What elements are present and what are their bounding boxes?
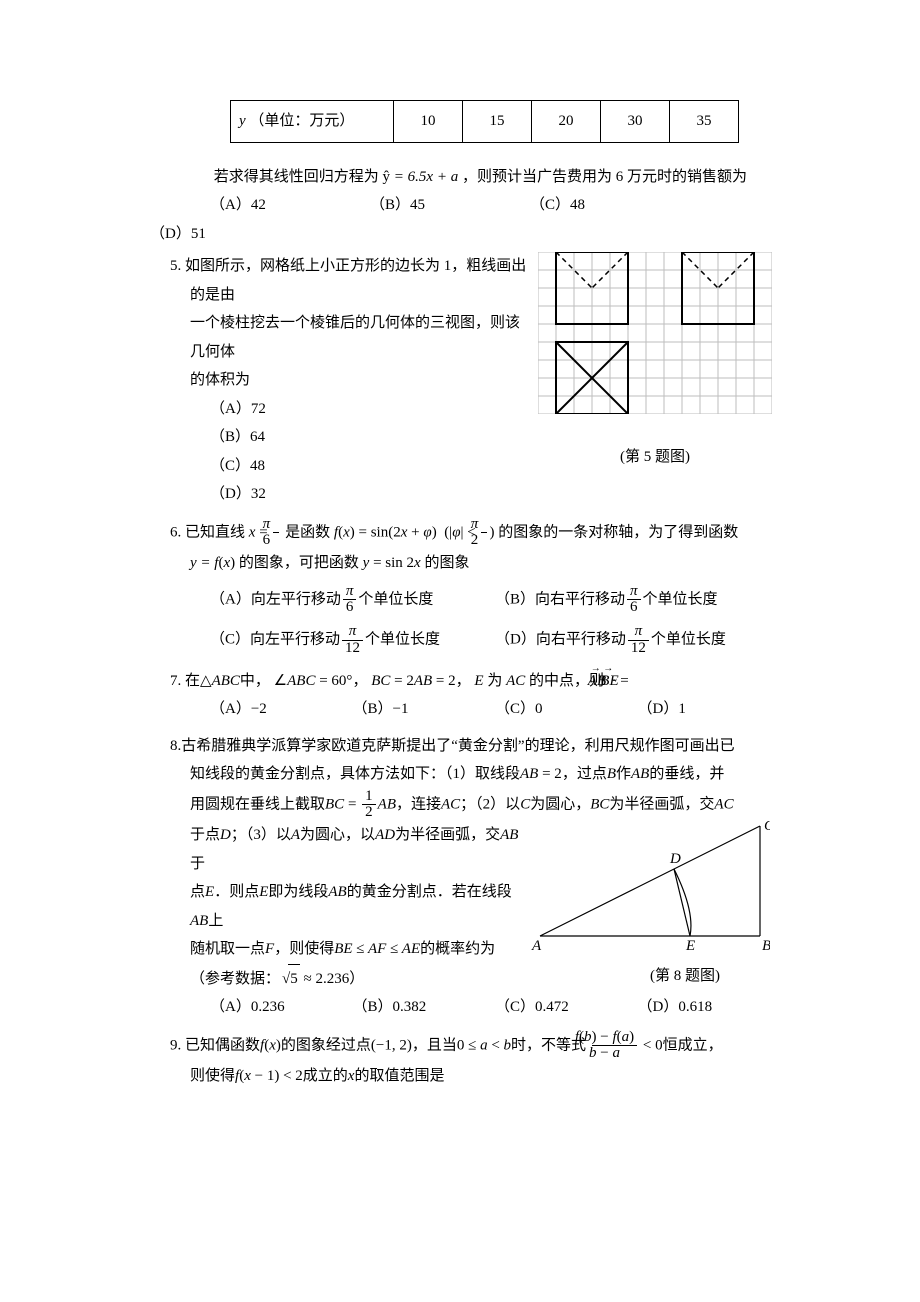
svg-text:D: D (669, 851, 681, 867)
q7-stem: 7. 在△ABC中， ∠ABC = 60°， BC = 2AB = 2， E 为… (140, 667, 780, 696)
q8-p2: 知线段的黄金分割点，具体方法如下：（1）取线段AB = 2，过点B作AB的垂线，… (140, 760, 780, 789)
svg-text:B: B (762, 938, 770, 951)
q6-stem: 6. 已知直线 x = π6 是函数 f(x) = sin(2x + φ) (|… (140, 517, 780, 550)
q8-p3: 用圆规在垂线上截取BC = 12AB，连接AC；（2）以C为圆心，BC为半径画弧… (140, 789, 780, 822)
q5-figure (538, 252, 772, 414)
svg-text:A: A (531, 938, 542, 951)
data-table: y （单位：万元）1015203035 (230, 100, 739, 143)
q8-p1: 8.古希腊雅典学派算学家欧道克萨斯提出了“黄金分割”的理论，利用尺规作图可画出已 (140, 732, 780, 761)
q8-options: （A）0.236 （B）0.382 （C）0.472 （D）0.618 (140, 993, 780, 1022)
svg-text:E: E (685, 938, 695, 951)
q8-p6: 随机取一点F，则使得BE ≤ AF ≤ AE的概率约为 (140, 935, 530, 964)
q4-intro: 若求得其线性回归方程为 ŷ = 6.5x + a ，则预计当广告费用为 6 万元… (140, 163, 780, 192)
q8-figure: A B C D E (530, 821, 770, 951)
q8-ref: （参考数据：√5 ≈ 2.236） (140, 964, 530, 994)
q5-options: （A）72 （B）64 （C）48 （D）32 (140, 395, 530, 509)
q5-stem: 5. 如图所示，网格纸上小正方形的边长为 1，粗线画出的是由 (140, 252, 530, 309)
q9-stem-2: 则使得f(x − 1) < 2成立的x的取值范围是 (140, 1062, 780, 1091)
q7-options: （A）−2 （B）−1 （C）0 （D）1 (140, 695, 780, 724)
q8-p4: 于点D；（3）以A为圆心，以AD为半径画弧，交AB于 (140, 821, 530, 878)
q8-p5: 点E．则点E即为线段AB的黄金分割点．若在线段AB上 (140, 878, 530, 935)
q6-stem-2: y = f(x) 的图象，可把函数 y = sin 2x 的图象 (140, 549, 780, 578)
q4-option-d: （D）51 (140, 220, 780, 249)
q5-caption: (第 5 题图) (530, 443, 780, 472)
q9-stem: 9. 已知偶函数f(x)的图象经过点(−1, 2)，且当0 ≤ a < b时，不… (140, 1030, 780, 1063)
svg-text:C: C (764, 821, 770, 834)
q6-options: （A）向左平行移动π6个单位长度 （B）向右平行移动π6个单位长度 （C）向左平… (140, 584, 780, 657)
q4-options: （A）42 （B）45 （C）48 (140, 191, 780, 220)
q8-caption: (第 8 题图) (530, 962, 780, 991)
